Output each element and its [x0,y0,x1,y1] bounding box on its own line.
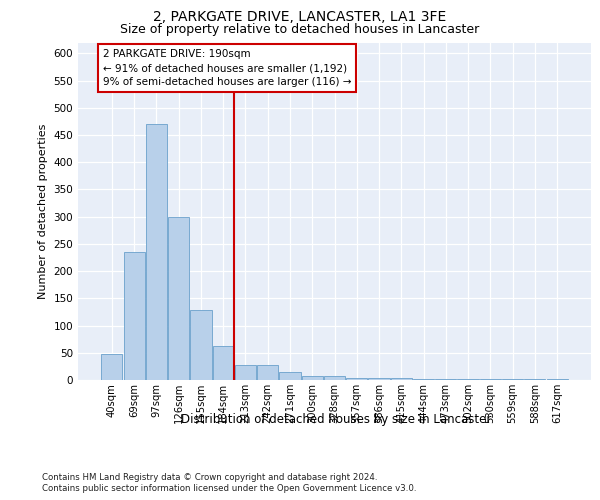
Bar [435,379,457,380]
Bar [346,378,367,380]
Bar [124,252,145,380]
Bar [368,378,389,380]
Bar [302,376,323,380]
Bar [235,365,256,380]
Bar [190,310,212,380]
Bar [146,124,167,380]
Bar [101,354,122,380]
Bar [324,376,345,380]
Text: Contains public sector information licensed under the Open Government Licence v3: Contains public sector information licen… [42,484,416,493]
Bar [257,365,278,380]
Text: Distribution of detached houses by size in Lancaster: Distribution of detached houses by size … [181,412,491,426]
Bar [212,346,234,380]
Bar [457,379,479,380]
Bar [413,379,434,380]
Text: 2, PARKGATE DRIVE, LANCASTER, LA1 3FE: 2, PARKGATE DRIVE, LANCASTER, LA1 3FE [154,10,446,24]
Text: Size of property relative to detached houses in Lancaster: Size of property relative to detached ho… [121,22,479,36]
Bar [391,378,412,380]
Y-axis label: Number of detached properties: Number of detached properties [38,124,48,299]
Text: Contains HM Land Registry data © Crown copyright and database right 2024.: Contains HM Land Registry data © Crown c… [42,472,377,482]
Text: 2 PARKGATE DRIVE: 190sqm
← 91% of detached houses are smaller (1,192)
9% of semi: 2 PARKGATE DRIVE: 190sqm ← 91% of detach… [103,49,352,87]
Bar [168,216,189,380]
Bar [280,372,301,380]
